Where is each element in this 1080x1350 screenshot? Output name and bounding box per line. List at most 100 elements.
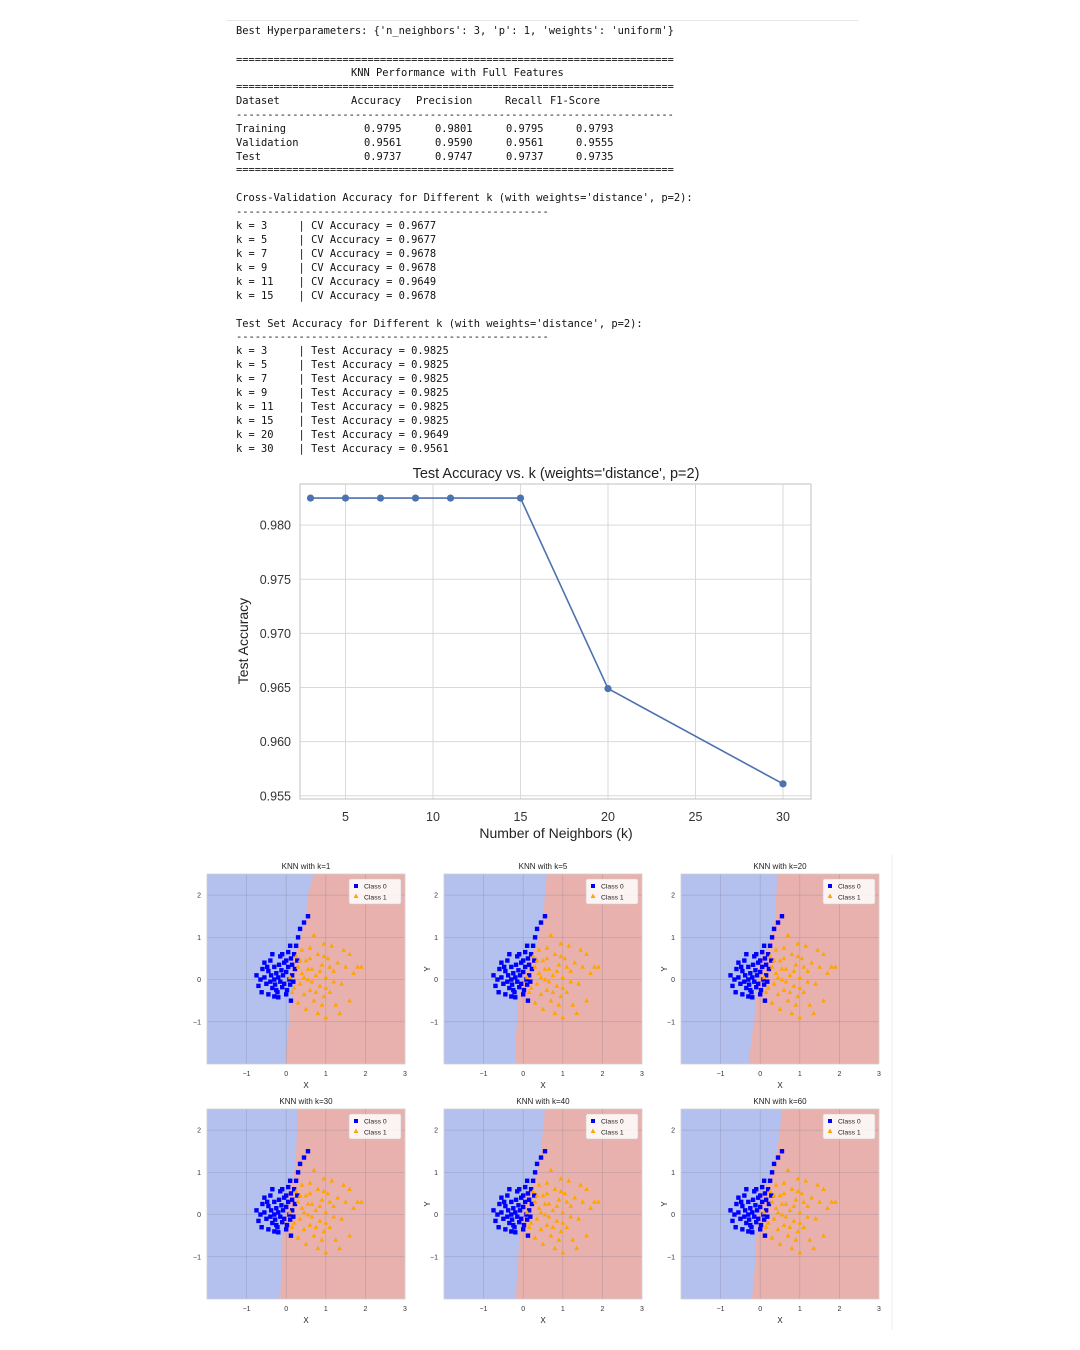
class1-point (574, 1010, 580, 1016)
class0-point (742, 1214, 747, 1219)
subplot: KNN with k=1 −1 0 1 2 3 −1 0 1 2 X Class 0 Class 1 (193, 862, 407, 1090)
class1-point (773, 1182, 779, 1187)
subplot-title: KNN with k=1 (282, 862, 331, 871)
class0-point (748, 1222, 753, 1228)
cv-line: k = 3 | CV Accuracy = 0.9677 (236, 220, 437, 232)
class0-point (284, 958, 289, 963)
class1-point (319, 962, 325, 967)
x-tick-label: 30 (776, 810, 790, 824)
class0-point (525, 956, 531, 961)
class0-point (521, 992, 526, 997)
table-cell: 0.9795 (364, 123, 402, 135)
class0-point (517, 973, 523, 978)
y-tick-label: 1 (197, 1170, 201, 1177)
class1-point (580, 964, 585, 969)
class0-point (285, 964, 291, 970)
class1-point (596, 964, 601, 969)
class0-point (501, 981, 506, 986)
x-axis-label: X (777, 1081, 783, 1090)
subplot: KNN with k=40 −1 0 1 2 3 −1 0 1 2 X Y Class 0 Class 1 (423, 1097, 644, 1325)
y-tick-label: 0 (197, 977, 201, 984)
class1-point (321, 941, 327, 946)
class0-point (292, 1201, 298, 1207)
class1-point (339, 1216, 345, 1221)
class0-point (736, 960, 741, 965)
legend-marker-class1 (353, 893, 359, 898)
class1-point (540, 1192, 546, 1198)
class1-point (321, 993, 327, 999)
class1-point (331, 1214, 337, 1219)
class0-point (276, 1210, 281, 1215)
class0-point (499, 1195, 504, 1200)
class0-point (736, 975, 741, 980)
class1-point (299, 1182, 305, 1187)
class1-point (556, 1197, 562, 1202)
class0-point (752, 979, 757, 984)
class0-point (509, 964, 514, 970)
class1-point (568, 1203, 574, 1208)
class0-point (272, 1217, 278, 1222)
class0-point (305, 1149, 311, 1154)
class1-point (315, 1245, 321, 1251)
cv-line: k = 5 | CV Accuracy = 0.9677 (236, 234, 437, 246)
class1-point (323, 1014, 329, 1020)
class0-point (740, 1227, 745, 1232)
class0-point (526, 973, 532, 978)
x-tick-label: 2 (363, 1071, 367, 1078)
class0-point (284, 1193, 289, 1198)
class0-point (505, 973, 511, 978)
class1-point (359, 1199, 364, 1204)
class0-point (738, 1199, 744, 1205)
class0-point (272, 1212, 277, 1217)
class0-point (496, 990, 501, 995)
class1-point (560, 985, 566, 990)
x-tick-label: −1 (717, 1071, 725, 1078)
class1-point (295, 1235, 301, 1240)
y-tick-label: 2 (434, 893, 438, 900)
y-tick-label: 0.965 (260, 681, 291, 695)
subplot: KNN with k=60 −1 0 1 2 3 −1 0 1 2 X Y Class 0 Class 1 (660, 1097, 881, 1325)
class0-point (762, 1233, 768, 1238)
class0-region (207, 1109, 299, 1299)
class0-point (744, 1220, 749, 1226)
class0-point (779, 914, 785, 919)
class0-point (766, 966, 772, 972)
table-cell: 0.9747 (435, 151, 473, 163)
class0-point (513, 975, 518, 980)
class1-point (787, 972, 793, 978)
class1-point (592, 964, 597, 969)
class0-point (738, 1216, 743, 1221)
class1-point (311, 1233, 317, 1238)
class0-point (528, 979, 533, 984)
class0-point (756, 981, 761, 986)
class0-point (759, 1184, 765, 1190)
class0-point (525, 998, 531, 1003)
class0-point (746, 1217, 752, 1222)
plot-frame (299, 483, 812, 800)
class0-point (775, 920, 781, 925)
class1-point (775, 1226, 781, 1232)
class0-point (289, 1208, 295, 1213)
class1-point (554, 968, 560, 973)
class0-point (530, 1178, 536, 1183)
cv-line: k = 11 | CV Accuracy = 0.9649 (236, 276, 437, 288)
class0-point (287, 1178, 293, 1183)
class0-point (272, 1229, 277, 1234)
class0-point (513, 995, 518, 1000)
class0-point (511, 971, 516, 976)
class1-point (548, 998, 554, 1003)
class1-point (309, 1201, 315, 1206)
table-cell: Training (236, 123, 287, 135)
class0-point (260, 1201, 265, 1207)
class1-point (789, 1010, 795, 1016)
class0-point (256, 1218, 261, 1224)
class1-point (558, 941, 564, 946)
class0-point (272, 1199, 277, 1205)
chart-ticks: 5 10 15 20 25 30 0.955 0.960 0.965 0.970 0.975 0.98… (260, 519, 790, 824)
class1-point (811, 1010, 817, 1016)
class0-point (293, 1178, 299, 1183)
x-tick-label: 3 (403, 1306, 407, 1313)
class1-point (343, 964, 348, 969)
class1-point (801, 989, 807, 995)
class1-point (319, 1197, 325, 1202)
